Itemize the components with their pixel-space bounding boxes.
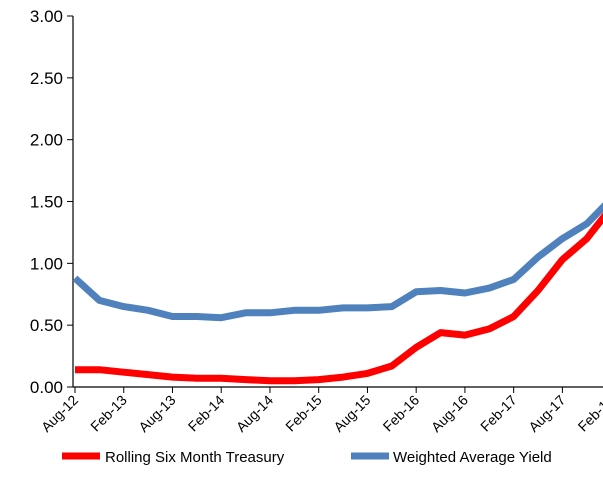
x-tick-label: Aug-13 — [135, 392, 178, 435]
legend: Rolling Six Month Treasury Weighted Avera… — [62, 449, 552, 466]
x-tick-label: Feb-14 — [185, 392, 228, 435]
y-tick-label: 1.00 — [30, 254, 63, 273]
y-tick-label: 2.00 — [30, 131, 63, 150]
y-tick-label: 0.50 — [30, 316, 63, 335]
x-tick-label: Feb-18 — [575, 392, 603, 435]
x-tick-label: Feb-15 — [282, 392, 325, 435]
series-line-rolling-six-month-treasury — [75, 212, 603, 385]
x-axis: Aug-12 Feb-13 Aug-13 Feb-14 Aug-14 Feb-15 Aug-… — [38, 386, 603, 435]
y-tick-label: 3.00 — [30, 7, 63, 26]
y-axis: 0.00 0.50 1.00 1.50 2.00 2.50 3.00 — [30, 7, 74, 397]
x-tick-label: Aug-15 — [330, 392, 373, 435]
series-lines — [72, 202, 603, 385]
x-tick-label: Aug-12 — [38, 392, 81, 435]
series-line-weighted-average-yield — [72, 202, 603, 322]
x-tick-label: Feb-13 — [87, 392, 130, 435]
x-tick-label: Aug-14 — [233, 392, 276, 435]
x-tick-label: Aug-17 — [525, 392, 568, 435]
legend-label: Rolling Six Month Treasury — [105, 449, 285, 466]
x-tick-label: Feb-17 — [477, 392, 520, 435]
y-tick-label: 1.50 — [30, 193, 63, 212]
y-tick-label: 2.50 — [30, 69, 63, 88]
x-tick-label: Feb-16 — [380, 392, 423, 435]
y-tick-label: 0.00 — [30, 378, 63, 397]
x-tick-label: Aug-16 — [428, 392, 471, 435]
legend-label: Weighted Average Yield — [393, 449, 552, 466]
